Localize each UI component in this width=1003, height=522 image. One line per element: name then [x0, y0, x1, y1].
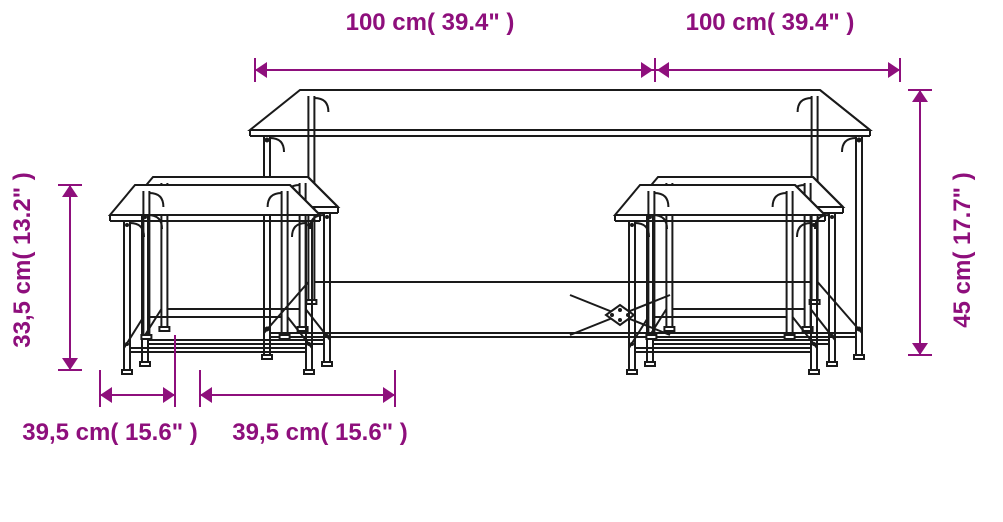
dim-width: 39,5 cm( 15.6" ) [232, 419, 407, 446]
dim-top-2: 100 cm( 39.4" ) [686, 9, 855, 36]
dim-right: 45 cm( 17.7" ) [949, 172, 976, 327]
dim-left: 33,5 cm( 13.2" ) [9, 172, 36, 347]
dim-depth: 39,5 cm( 15.6" ) [22, 419, 197, 446]
dim-top-1: 100 cm( 39.4" ) [346, 9, 515, 36]
